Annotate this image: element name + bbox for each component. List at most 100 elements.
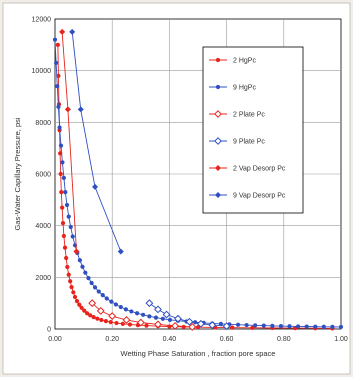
y-tick-label: 0: [47, 327, 51, 334]
series-2-hgpc: [55, 42, 335, 331]
data-point: [59, 28, 66, 35]
data-point: [304, 324, 309, 329]
legend-label: 2 Plate Pc: [233, 112, 265, 119]
legend-item: 2 HgPc: [209, 58, 256, 65]
legend-item: 2 Vap Desorp Pc: [209, 165, 286, 173]
data-point: [167, 317, 173, 322]
data-point: [95, 316, 100, 321]
legend-item: 9 HgPc: [209, 85, 256, 92]
data-point: [79, 305, 84, 310]
data-point: [113, 302, 119, 307]
y-tick-label: 8000: [35, 120, 51, 127]
data-point: [77, 302, 82, 307]
data-point: [58, 171, 63, 177]
series-9-plate-pc: [145, 299, 231, 331]
data-point: [96, 289, 101, 294]
series-layer: [52, 28, 344, 331]
legend-label: 2 Vap Desorp Pc: [233, 166, 286, 173]
y-tick-label: 12000: [32, 17, 52, 24]
series-2-vap-desorp-pc: [59, 28, 80, 255]
data-point: [69, 285, 74, 290]
series-9-vap-desorp-pc: [69, 28, 124, 255]
data-point: [162, 310, 171, 319]
data-point: [82, 308, 87, 313]
data-point: [270, 323, 275, 328]
legend-marker: [215, 84, 221, 90]
data-point: [100, 293, 105, 298]
data-point: [84, 311, 90, 316]
data-point: [91, 315, 96, 320]
data-point: [55, 42, 60, 47]
data-point: [145, 299, 154, 308]
data-point: [154, 320, 162, 329]
legend-label: 2 HgPc: [233, 58, 256, 65]
data-point: [120, 321, 125, 326]
legend-marker: [215, 192, 221, 198]
data-point: [181, 324, 186, 330]
legend-marker: [214, 137, 222, 145]
data-point: [86, 276, 91, 281]
data-point: [63, 189, 68, 195]
x-tick-label: 1.00: [334, 336, 348, 343]
data-point: [77, 258, 82, 263]
data-point: [104, 296, 109, 301]
y-tick-label: 2000: [35, 275, 51, 282]
data-point: [70, 234, 75, 239]
data-point: [88, 313, 93, 318]
data-point: [56, 73, 61, 78]
data-point: [118, 304, 123, 310]
data-point: [54, 60, 59, 66]
y-axis-label: Gas-Water Capillary Pressure, psi: [13, 117, 22, 230]
legend-label: 9 Plate Pc: [233, 139, 265, 146]
data-point: [195, 325, 201, 330]
data-point: [68, 279, 73, 284]
data-point: [278, 323, 284, 329]
data-point: [77, 106, 84, 113]
data-point: [99, 317, 104, 323]
data-point: [80, 264, 85, 269]
data-point: [171, 321, 180, 330]
data-point: [61, 233, 66, 239]
data-point: [196, 319, 205, 328]
data-point: [59, 189, 64, 195]
x-tick-label: 0.60: [220, 336, 234, 343]
data-point: [66, 214, 71, 219]
data-point: [134, 311, 140, 316]
data-point: [89, 280, 94, 286]
data-point: [144, 323, 149, 328]
data-point: [218, 321, 223, 327]
data-point: [68, 224, 73, 230]
data-point: [92, 183, 99, 190]
data-point: [122, 316, 131, 324]
data-point: [261, 323, 266, 328]
data-point: [88, 299, 97, 308]
y-tick-label: 4000: [35, 223, 51, 230]
data-point: [154, 305, 162, 314]
data-point: [160, 316, 165, 321]
data-point: [296, 324, 301, 329]
data-point: [108, 320, 113, 325]
legend-marker: [214, 110, 222, 118]
data-point: [129, 309, 134, 314]
data-point: [253, 323, 258, 328]
data-point: [60, 160, 65, 165]
legend: 2 HgPc 9 HgPc 2 Plate Pc 9 Plate Pc 2 Vap De…: [202, 46, 304, 214]
data-point: [338, 324, 344, 330]
data-point: [174, 314, 182, 323]
legend-item: 9 Vap Desorp Pc: [209, 192, 286, 200]
data-point: [321, 324, 326, 329]
data-point: [147, 314, 152, 319]
data-point: [140, 312, 146, 317]
data-point: [72, 294, 78, 300]
y-tick-label: 10000: [32, 68, 52, 75]
data-point: [235, 322, 241, 327]
legend-item: 2 Plate Pc: [209, 110, 265, 119]
data-point: [64, 106, 71, 113]
series-2-plate-pc: [88, 299, 197, 331]
data-point: [287, 324, 292, 329]
data-point: [69, 28, 76, 35]
legend-item: 9 Plate Pc: [209, 137, 265, 146]
data-point: [65, 264, 70, 270]
data-point: [71, 290, 76, 295]
x-axis-ticks: 0.00 0.20 0.40 0.60 0.80 1.00: [48, 336, 348, 343]
